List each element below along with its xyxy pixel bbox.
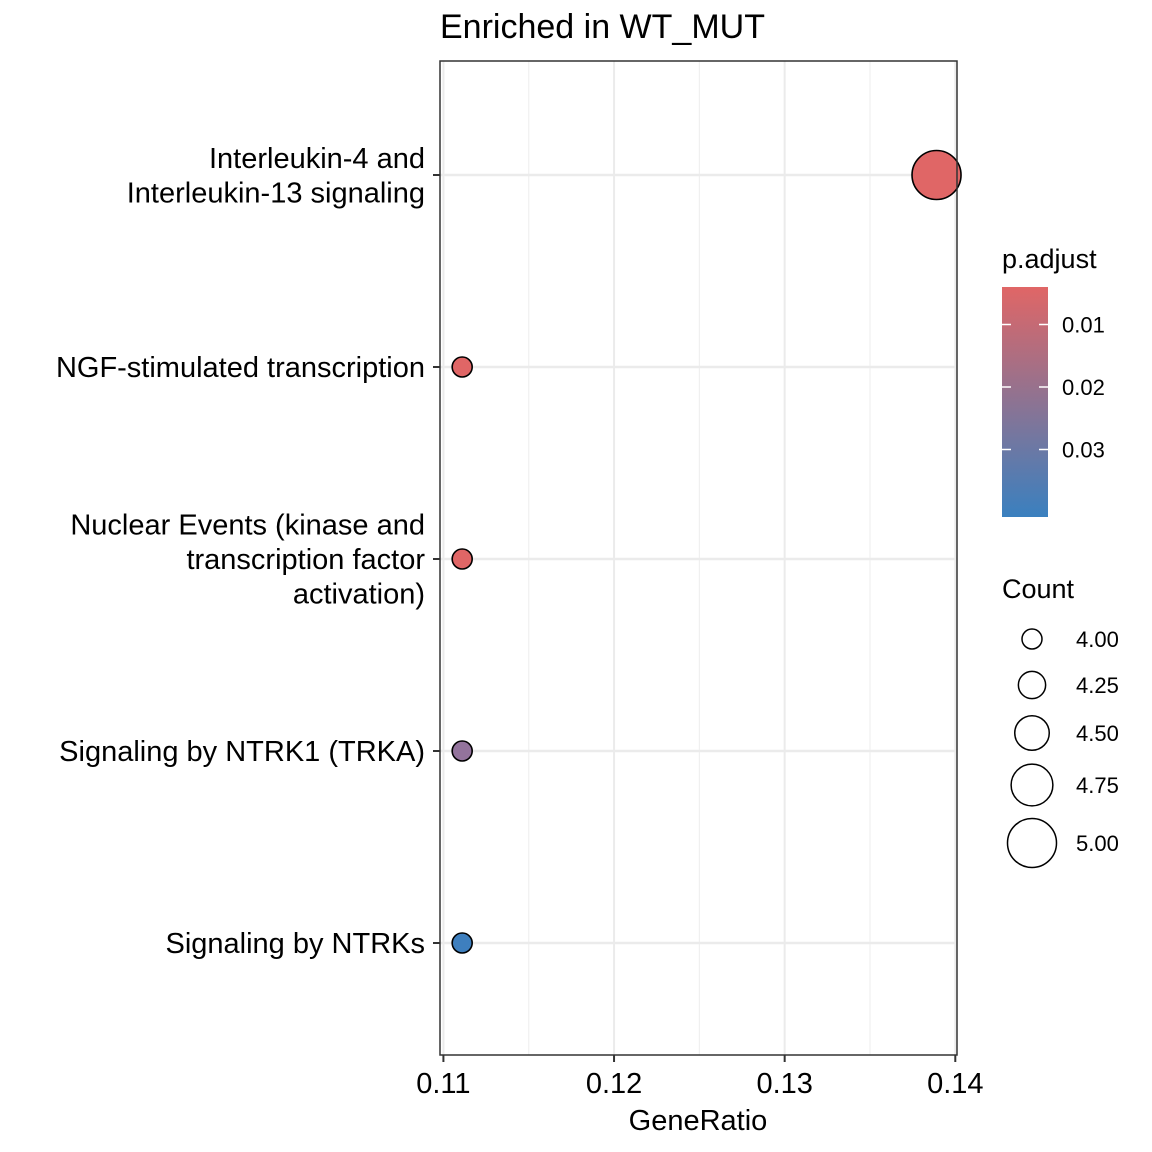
size-legend-circle	[1010, 763, 1054, 807]
color-legend-label: 0.03	[1062, 438, 1105, 463]
size-legend: Count 4.00 4.25 4.50 4.75 5.00	[1002, 574, 1119, 869]
x-axis-title: GeneRatio	[629, 1105, 768, 1137]
x-tick-label: 0.12	[586, 1068, 642, 1100]
color-legend-label: 0.01	[1062, 313, 1105, 338]
data-point	[451, 548, 473, 570]
y-tick-label: Interleukin-4 and	[209, 143, 425, 175]
color-legend-ticks: 0.01 0.02 0.03	[1002, 313, 1105, 463]
size-legend-circle	[1017, 670, 1047, 700]
data-point	[451, 932, 473, 954]
size-legend-label: 4.25	[1076, 673, 1119, 698]
data-point	[451, 740, 473, 762]
y-tick-label: Interleukin-13 signaling	[127, 177, 425, 209]
size-legend-circle	[1014, 715, 1050, 751]
y-tick-label: transcription factor	[186, 544, 425, 576]
size-legend-circle	[1021, 628, 1043, 650]
y-tick-label: Signaling by NTRK1 (TRKA)	[59, 736, 425, 768]
size-legend-label: 5.00	[1076, 831, 1119, 856]
plot-area	[439, 60, 962, 1056]
data-points	[451, 149, 962, 954]
y-tick-label: activation)	[293, 579, 425, 611]
size-legend-label: 4.75	[1076, 773, 1119, 798]
data-point	[451, 356, 473, 378]
y-tick-label: Nuclear Events (kinase and	[70, 510, 425, 542]
y-tick-label: NGF-stimulated transcription	[56, 352, 425, 384]
chart-title: Enriched in WT_MUT	[440, 8, 765, 46]
size-legend-circle	[1006, 817, 1058, 869]
x-tick-label: 0.13	[756, 1068, 812, 1100]
y-tick-label: Signaling by NTRKs	[166, 928, 426, 960]
x-tick-label: 0.11	[416, 1068, 470, 1100]
size-legend-label: 4.50	[1076, 721, 1119, 746]
color-legend-title: p.adjust	[1002, 244, 1097, 274]
color-legend: p.adjust 0.01 0.02 0.03	[1002, 244, 1105, 517]
data-point	[911, 149, 962, 201]
size-legend-label: 4.00	[1076, 627, 1119, 652]
color-legend-label: 0.02	[1062, 375, 1105, 400]
x-tick-label: 0.14	[927, 1068, 983, 1100]
size-legend-title: Count	[1002, 574, 1075, 604]
color-legend-bar	[1002, 287, 1048, 517]
x-axis: 0.11 0.12 0.13 0.14	[416, 1055, 984, 1100]
size-legend-keys: 4.00 4.25 4.50 4.75 5.00	[1006, 627, 1119, 869]
grid-major-lines	[440, 61, 957, 1055]
